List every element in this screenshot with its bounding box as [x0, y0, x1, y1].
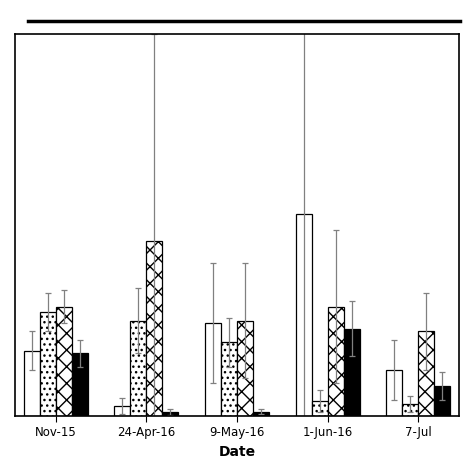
Bar — [419, 331, 435, 416]
Bar — [146, 241, 162, 416]
Bar — [114, 406, 130, 416]
Bar — [328, 307, 344, 416]
Bar — [253, 411, 269, 416]
Bar — [237, 320, 253, 416]
Bar — [344, 328, 360, 416]
Bar — [24, 351, 39, 416]
Bar — [312, 401, 328, 416]
X-axis label: Date: Date — [219, 445, 255, 459]
Bar — [39, 312, 55, 416]
Bar — [130, 320, 146, 416]
Bar — [205, 323, 221, 416]
Bar — [55, 307, 72, 416]
Bar — [162, 412, 178, 416]
Bar — [72, 353, 88, 416]
Bar — [435, 386, 450, 416]
Bar — [402, 404, 419, 416]
Bar — [221, 342, 237, 416]
Bar — [296, 214, 312, 416]
Bar — [386, 370, 402, 416]
